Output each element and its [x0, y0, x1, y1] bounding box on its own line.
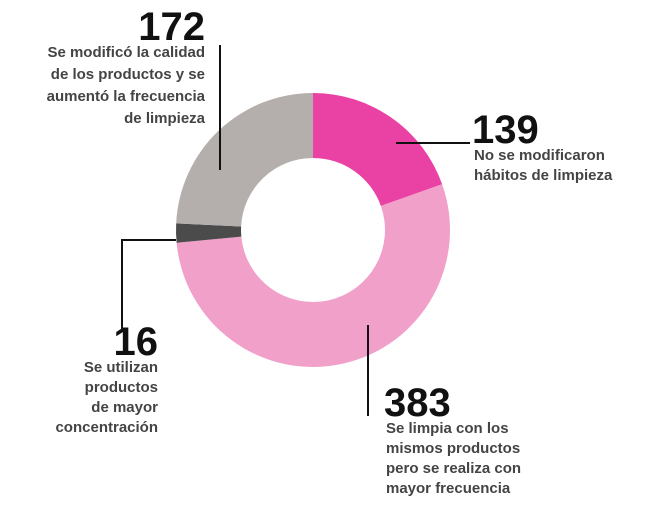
slice-label: de los productos y se [51, 66, 205, 83]
slice-label: de mayor [91, 399, 158, 416]
slice-label: mismos productos [386, 440, 520, 457]
leader-line [121, 239, 176, 330]
slice-label: hábitos de limpieza [474, 167, 613, 184]
slice-label: pero se realiza con [386, 460, 521, 477]
slice-label: No se modificaron [474, 147, 605, 164]
value-label: 172 [138, 5, 205, 49]
donut-slice [313, 93, 443, 206]
donut-slice [176, 184, 451, 367]
slice-label: Se modificó la calidad [47, 44, 205, 61]
slice-label: de limpieza [124, 110, 206, 127]
slice-label: productos [85, 379, 158, 396]
slice-label: aumentó la frecuencia [47, 88, 206, 105]
slice-label: Se limpia con los [386, 420, 509, 437]
slice-label: mayor frecuencia [386, 480, 511, 497]
donut-slice [176, 92, 313, 227]
donut-slice [176, 223, 242, 243]
slice-label: concentración [55, 419, 158, 436]
value-label: 383 [384, 381, 451, 425]
value-label: 16 [114, 320, 159, 364]
slice-label: Se utilizan [84, 359, 158, 376]
value-label: 139 [472, 108, 539, 152]
